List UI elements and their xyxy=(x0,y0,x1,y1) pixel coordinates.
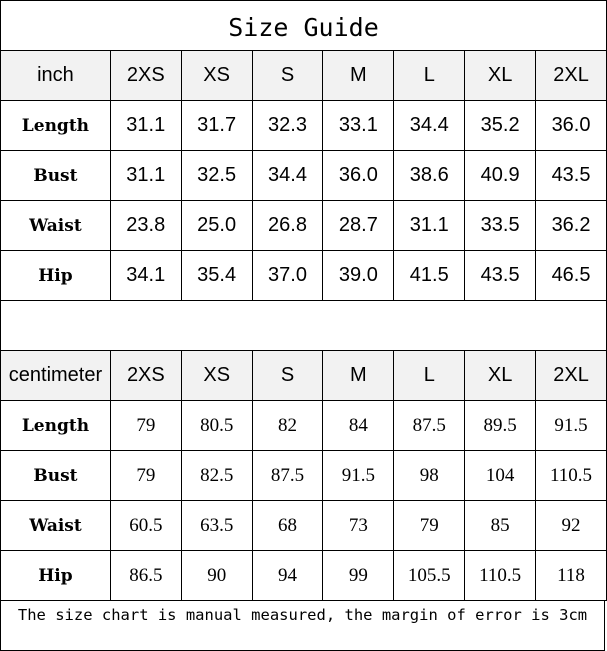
header-row: inch 2XS XS S M L XL 2XL xyxy=(0,50,607,101)
measurement-value: 32.5 xyxy=(180,150,253,201)
size-header: S xyxy=(251,350,324,401)
centimeter-size-table: centimeter 2XS XS S M L XL 2XL Length 79 80.5 82 84 8… xyxy=(0,350,607,601)
measurement-value: 31.1 xyxy=(109,150,182,201)
page-title: Size Guide xyxy=(0,0,607,50)
measurement-label: Waist xyxy=(0,200,111,251)
measurement-value: 26.8 xyxy=(251,200,324,251)
table-row: Bust 79 82.5 87.5 91.5 98 104 110.5 xyxy=(0,450,607,501)
measurement-value: 90 xyxy=(180,550,253,601)
table-row: Length 31.1 31.7 32.3 33.1 34.4 35.2 36.0 xyxy=(0,100,607,151)
measurement-value: 85 xyxy=(464,500,537,551)
measurement-value: 40.9 xyxy=(464,150,537,201)
measurement-value: 110.5 xyxy=(464,550,537,601)
unit-header: centimeter xyxy=(0,350,111,401)
measurement-value: 28.7 xyxy=(322,200,395,251)
measurement-value: 38.6 xyxy=(393,150,466,201)
measurement-value: 79 xyxy=(393,500,466,551)
measurement-value: 87.5 xyxy=(393,400,466,451)
measurement-value: 31.1 xyxy=(393,200,466,251)
size-header: XS xyxy=(180,50,253,101)
size-header: L xyxy=(393,350,466,401)
table-row: Length 79 80.5 82 84 87.5 89.5 91.5 xyxy=(0,400,607,451)
measurement-value: 110.5 xyxy=(535,450,607,501)
measurement-value: 98 xyxy=(393,450,466,501)
measurement-value: 63.5 xyxy=(180,500,253,551)
measurement-label: Bust xyxy=(0,150,111,201)
measurement-value: 33.5 xyxy=(464,200,537,251)
measurement-value: 79 xyxy=(109,400,182,451)
measurement-value: 31.7 xyxy=(180,100,253,151)
measurement-value: 89.5 xyxy=(464,400,537,451)
table-row: Hip 86.5 90 94 99 105.5 110.5 118 xyxy=(0,550,607,601)
measurement-value: 35.2 xyxy=(464,100,537,151)
measurement-value: 118 xyxy=(535,550,607,601)
table-row: Bust 31.1 32.5 34.4 36.0 38.6 40.9 43.5 xyxy=(0,150,607,201)
size-header: 2XL xyxy=(535,50,607,101)
measurement-value: 46.5 xyxy=(535,250,607,301)
measurement-value: 43.5 xyxy=(535,150,607,201)
size-header: XL xyxy=(464,350,537,401)
measurement-value: 79 xyxy=(109,450,182,501)
size-header: S xyxy=(251,50,324,101)
unit-header: inch xyxy=(0,50,111,101)
measurement-label: Waist xyxy=(0,500,111,551)
inch-size-table: inch 2XS XS S M L XL 2XL Length 31.1 31.7 32.3 33.1 3… xyxy=(0,50,607,301)
measurement-value: 31.1 xyxy=(109,100,182,151)
measurement-value: 36.2 xyxy=(535,200,607,251)
measurement-value: 68 xyxy=(251,500,324,551)
measurement-label: Length xyxy=(0,400,111,451)
measurement-value: 39.0 xyxy=(322,250,395,301)
measurement-value: 34.1 xyxy=(109,250,182,301)
measurement-value: 60.5 xyxy=(109,500,182,551)
measurement-value: 34.4 xyxy=(251,150,324,201)
measurement-value: 32.3 xyxy=(251,100,324,151)
measurement-value: 92 xyxy=(535,500,607,551)
measurement-value: 82.5 xyxy=(180,450,253,501)
measurement-label: Hip xyxy=(0,250,111,301)
measurement-value: 23.8 xyxy=(109,200,182,251)
size-header: 2XL xyxy=(535,350,607,401)
measurement-value: 84 xyxy=(322,400,395,451)
size-header: 2XS xyxy=(109,350,182,401)
size-header: L xyxy=(393,50,466,101)
measurement-value: 105.5 xyxy=(393,550,466,601)
measurement-value: 91.5 xyxy=(535,400,607,451)
table-spacer xyxy=(0,300,607,350)
measurement-value: 73 xyxy=(322,500,395,551)
measurement-value: 25.0 xyxy=(180,200,253,251)
measurement-value: 87.5 xyxy=(251,450,324,501)
measurement-label: Bust xyxy=(0,450,111,501)
measurement-value: 43.5 xyxy=(464,250,537,301)
measurement-value: 99 xyxy=(322,550,395,601)
measurement-value: 104 xyxy=(464,450,537,501)
size-header: 2XS xyxy=(109,50,182,101)
measurement-value: 82 xyxy=(251,400,324,451)
measurement-label: Hip xyxy=(0,550,111,601)
measurement-value: 80.5 xyxy=(180,400,253,451)
measurement-value: 34.4 xyxy=(393,100,466,151)
table-row: Waist 23.8 25.0 26.8 28.7 31.1 33.5 36.2 xyxy=(0,200,607,251)
measurement-value: 35.4 xyxy=(180,250,253,301)
size-header: XL xyxy=(464,50,537,101)
measurement-value: 36.0 xyxy=(535,100,607,151)
measurement-value: 91.5 xyxy=(322,450,395,501)
header-row: centimeter 2XS XS S M L XL 2XL xyxy=(0,350,607,401)
table-row: Hip 34.1 35.4 37.0 39.0 41.5 43.5 46.5 xyxy=(0,250,607,301)
measurement-label: Length xyxy=(0,100,111,151)
size-header: XS xyxy=(180,350,253,401)
measurement-value: 94 xyxy=(251,550,324,601)
measurement-value: 37.0 xyxy=(251,250,324,301)
measurement-value: 33.1 xyxy=(322,100,395,151)
measurement-value: 41.5 xyxy=(393,250,466,301)
size-header: M xyxy=(322,50,395,101)
measurement-value: 86.5 xyxy=(109,550,182,601)
measurement-note: The size chart is manual measured, the m… xyxy=(0,600,605,651)
measurement-value: 36.0 xyxy=(322,150,395,201)
size-header: M xyxy=(322,350,395,401)
table-row: Waist 60.5 63.5 68 73 79 85 92 xyxy=(0,500,607,551)
